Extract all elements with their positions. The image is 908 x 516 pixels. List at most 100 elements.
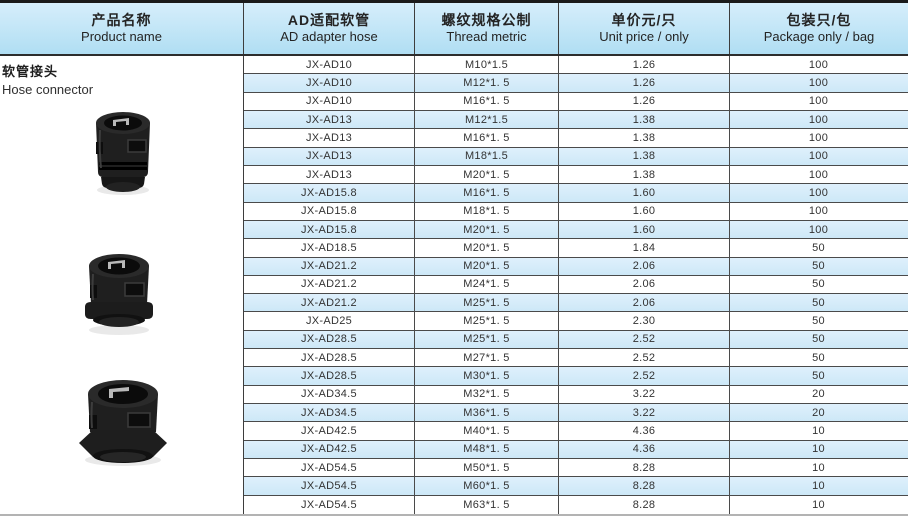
table-row: JX-AD54.5 M63*1. 5 8.28 10	[244, 495, 908, 514]
table-row: JX-AD10 M12*1. 5 1.26 100	[244, 74, 908, 93]
cell-package: 100	[808, 205, 829, 218]
cell-unit-price: 1.26	[559, 74, 730, 92]
cell-adapter-hose: JX-AD42.5	[244, 422, 415, 440]
header-unit-price-cn: 单价元/只	[611, 11, 677, 28]
cell-thread-metric: M32*1. 5	[415, 385, 559, 404]
header-package-en: Package only / bag	[763, 29, 875, 45]
cell-unit-price: 2.52	[559, 367, 730, 385]
cell-package: 50	[812, 278, 825, 291]
cell-unit-price: 2.06	[559, 294, 730, 312]
cell-thread-metric: M12*1. 5	[415, 74, 559, 92]
cell-unit-price: 3.22	[559, 404, 730, 422]
table-row: JX-AD34.5 M36*1. 5 3.22 20	[244, 404, 908, 423]
header-product-name-en: Product name	[81, 29, 162, 45]
cell-adapter-hose: JX-AD15.8	[244, 184, 415, 202]
header-unit-price-en: Unit price / only	[599, 29, 689, 45]
cell-thread-metric: M20*1. 5	[415, 257, 559, 275]
cell-adapter-hose: JX-AD28.5	[244, 367, 415, 385]
cell-adapter-hose: JX-AD42.5	[244, 440, 415, 459]
cell-package: 10	[812, 480, 825, 493]
cell-package: 50	[812, 370, 825, 383]
table-row: JX-AD21.2 M24*1. 5 2.06 50	[244, 275, 908, 295]
cell-unit-price: 3.22	[559, 385, 730, 404]
cell-adapter-hose: JX-AD34.5	[244, 385, 415, 404]
cell-package: 100	[808, 186, 829, 199]
table-row: JX-AD13 M16*1. 5 1.38 100	[244, 129, 908, 148]
table-row: JX-AD54.5 M60*1. 5 8.28 10	[244, 477, 908, 496]
table-row: JX-AD10 M16*1. 5 1.26 100	[244, 92, 908, 111]
cell-thread-metric: M60*1. 5	[415, 477, 559, 495]
cell-package: 50	[812, 315, 825, 328]
cell-thread-metric: M50*1. 5	[415, 459, 559, 477]
cell-unit-price: 1.38	[559, 129, 730, 147]
cell-thread-metric: M16*1. 5	[415, 129, 559, 147]
cell-package: 100	[808, 150, 829, 163]
cell-package: 100	[808, 76, 829, 89]
table-row: JX-AD25 M25*1. 5 2.30 50	[244, 312, 908, 331]
header-unit-price: 单价元/只 Unit price / only	[559, 3, 730, 54]
cell-adapter-hose: JX-AD15.8	[244, 220, 415, 239]
cell-package: 100	[808, 168, 829, 181]
table-row: JX-AD15.8 M18*1. 5 1.60 100	[244, 202, 908, 221]
cell-adapter-hose: JX-AD13	[244, 165, 415, 184]
table-row: JX-AD54.5 M50*1. 5 8.28 10	[244, 459, 908, 478]
cell-thread-metric: M18*1.5	[415, 147, 559, 165]
cell-package: 20	[812, 388, 825, 401]
table-row: JX-AD28.5 M25*1. 5 2.52 50	[244, 330, 908, 350]
table-row: JX-AD28.5 M30*1. 5 2.52 50	[244, 367, 908, 386]
header-thread-metric-cn: 螺纹规格公制	[441, 11, 532, 28]
cell-unit-price: 1.60	[559, 184, 730, 202]
table-row: JX-AD10 M10*1.5 1.26 100	[244, 56, 908, 75]
hose-connector-photo-1	[96, 112, 150, 195]
cell-unit-price: 4.36	[559, 422, 730, 440]
cell-adapter-hose: JX-AD28.5	[244, 330, 415, 349]
cell-unit-price: 2.52	[559, 349, 730, 367]
cell-thread-metric: M20*1. 5	[415, 239, 559, 257]
cell-package: 10	[812, 498, 825, 511]
header-package: 包装只/包 Package only / bag	[730, 3, 908, 54]
cell-thread-metric: M25*1. 5	[415, 330, 559, 349]
cell-thread-metric: M40*1. 5	[415, 422, 559, 440]
cell-unit-price: 1.60	[559, 202, 730, 220]
table-row: JX-AD21.2 M20*1. 5 2.06 50	[244, 257, 908, 276]
table-row: JX-AD42.5 M48*1. 5 4.36 10	[244, 440, 908, 460]
cell-thread-metric: M30*1. 5	[415, 367, 559, 385]
cell-thread-metric: M63*1. 5	[415, 495, 559, 514]
table-row: JX-AD28.5 M27*1. 5 2.52 50	[244, 349, 908, 368]
hose-connector-photo-3	[79, 380, 167, 466]
cell-package: 10	[812, 425, 825, 438]
cell-adapter-hose: JX-AD54.5	[244, 495, 415, 514]
cell-adapter-hose: JX-AD15.8	[244, 202, 415, 220]
table-header-row: 产品名称 Product name AD适配软管 AD adapter hose…	[0, 3, 908, 56]
cell-unit-price: 1.38	[559, 147, 730, 165]
cell-package: 100	[808, 113, 829, 126]
cell-unit-price: 1.26	[559, 56, 730, 74]
cell-adapter-hose: JX-AD18.5	[244, 239, 415, 257]
table-row: JX-AD15.8 M16*1. 5 1.60 100	[244, 184, 908, 203]
cell-adapter-hose: JX-AD10	[244, 92, 415, 110]
cell-package: 20	[812, 406, 825, 419]
cell-adapter-hose: JX-AD25	[244, 312, 415, 330]
header-package-cn: 包装只/包	[786, 11, 852, 28]
table-row: JX-AD13 M20*1. 5 1.38 100	[244, 165, 908, 185]
cell-unit-price: 8.28	[559, 477, 730, 495]
cell-package: 50	[812, 296, 825, 309]
cell-thread-metric: M16*1. 5	[415, 92, 559, 110]
cell-thread-metric: M24*1. 5	[415, 275, 559, 294]
cell-adapter-hose: JX-AD10	[244, 74, 415, 92]
cell-thread-metric: M20*1. 5	[415, 220, 559, 239]
cell-unit-price: 4.36	[559, 440, 730, 459]
hose-connector-photo-2	[85, 254, 153, 335]
header-ad-adapter-hose-en: AD adapter hose	[280, 29, 378, 45]
cell-thread-metric: M48*1. 5	[415, 440, 559, 459]
table-row: JX-AD21.2 M25*1. 5 2.06 50	[244, 294, 908, 313]
cell-unit-price: 1.26	[559, 92, 730, 110]
cell-thread-metric: M25*1. 5	[415, 294, 559, 312]
cell-thread-metric: M20*1. 5	[415, 165, 559, 184]
cell-package: 50	[812, 333, 825, 346]
cell-thread-metric: M16*1. 5	[415, 184, 559, 202]
cell-adapter-hose: JX-AD21.2	[244, 294, 415, 312]
cell-package: 50	[812, 260, 825, 273]
header-product-name: 产品名称 Product name	[0, 3, 244, 54]
